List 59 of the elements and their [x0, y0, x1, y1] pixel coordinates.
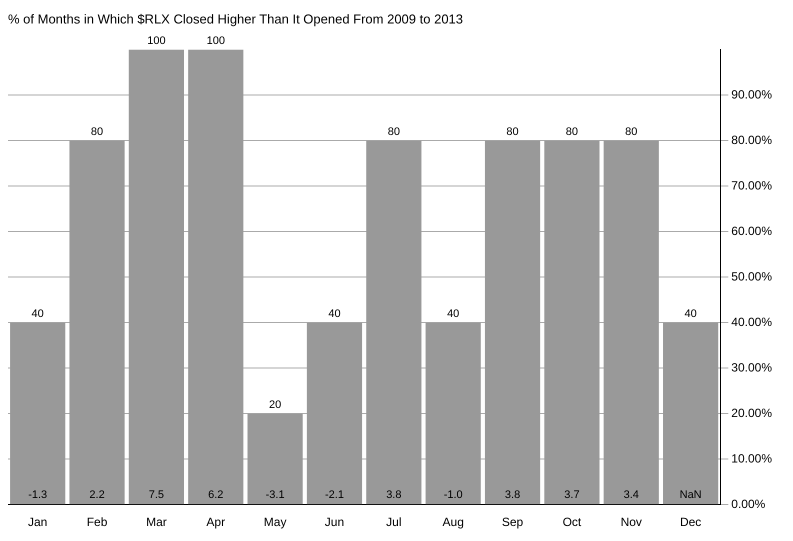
bar: [544, 140, 600, 504]
annotation: -2.1: [324, 489, 344, 502]
data-label: 40: [32, 308, 44, 320]
y-tick-label: 70.00%: [731, 178, 772, 192]
annotation: NaN: [680, 489, 702, 502]
annotation: -1.3: [28, 489, 48, 502]
bar: [306, 322, 362, 504]
y-tick-label: 20.00%: [731, 406, 772, 420]
annotation: 6.2: [208, 489, 224, 502]
y-tick-label: 10.00%: [731, 451, 772, 466]
annotation: 3.4: [624, 489, 639, 502]
data-label: 40: [328, 308, 341, 320]
bar: [426, 322, 481, 504]
x-tick-label: Jan: [28, 515, 48, 530]
x-tick-label: Dec: [680, 515, 702, 530]
x-tick-label: May: [264, 515, 286, 530]
bar: [69, 140, 125, 504]
data-label: 100: [206, 35, 225, 48]
bar: [248, 414, 303, 504]
annotation: -1.0: [444, 489, 463, 502]
data-label: 80: [506, 126, 519, 138]
annotation: 2.2: [89, 489, 105, 502]
data-label: 40: [684, 308, 697, 320]
bar: [663, 322, 718, 504]
annotation: 7.5: [148, 489, 164, 502]
x-tick-label: Jul: [386, 515, 402, 530]
data-label: 80: [625, 126, 638, 138]
x-tick-label: Feb: [86, 515, 108, 530]
bar: [128, 50, 184, 504]
y-tick-label: 40.00%: [731, 314, 772, 329]
data-label: 100: [147, 35, 166, 48]
y-tick-label: 0.00%: [731, 496, 766, 511]
x-tick-label: Mar: [146, 515, 167, 530]
data-label: 80: [90, 126, 104, 138]
data-label: 80: [388, 126, 400, 138]
chart-title: % of Months in Which $RLX Closed Higher Than It Opened From 2009 to 2013: [8, 11, 464, 26]
annotation: 3.8: [386, 489, 402, 502]
y-tick-label: 60.00%: [731, 224, 772, 238]
bar: [484, 140, 540, 504]
x-tick-label: Jun: [324, 515, 344, 530]
y-tick-label: 90.00%: [731, 87, 772, 102]
annotation: 3.8: [504, 489, 520, 502]
bar: [10, 322, 66, 504]
data-label: 20: [268, 399, 282, 412]
x-tick-label: Oct: [562, 515, 582, 530]
y-tick-label: 80.00%: [731, 132, 772, 147]
y-tick-label: 30.00%: [731, 360, 772, 374]
bar: [188, 50, 244, 504]
x-tick-label: Aug: [442, 515, 464, 530]
annotation: -3.1: [266, 489, 285, 502]
annotation: 3.7: [564, 489, 580, 502]
data-label: 80: [566, 126, 578, 138]
x-tick-label: Nov: [620, 515, 642, 530]
y-tick-label: 50.00%: [731, 269, 772, 284]
x-tick-label: Apr: [206, 515, 226, 530]
x-tick-label: Sep: [502, 515, 524, 530]
bar: [604, 140, 659, 504]
bar: [366, 140, 422, 504]
data-label: 40: [447, 308, 460, 320]
